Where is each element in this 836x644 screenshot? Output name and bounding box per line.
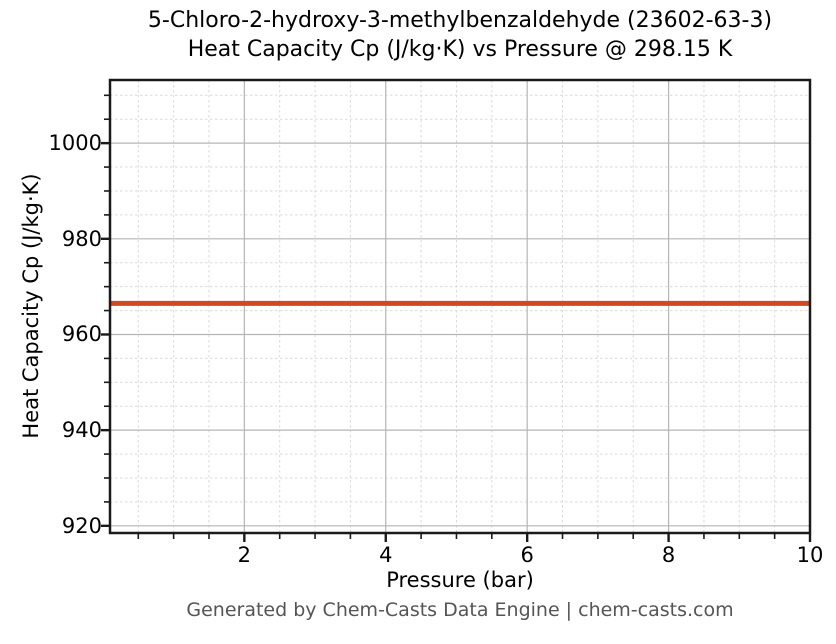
footer-credit: Generated by Chem-Casts Data Engine | ch… (186, 599, 734, 621)
x-tick-label: 2 (237, 543, 252, 567)
y-tick-label: 1000 (48, 131, 102, 156)
y-tick-label: 940 (61, 418, 102, 443)
x-tick-label: 6 (520, 543, 534, 567)
x-axis-label: Pressure (bar) (386, 568, 534, 592)
plot-spines (108, 78, 812, 535)
chart-title-line2: Heat Capacity Cp (J/kg·K) vs Pressure @ … (187, 37, 733, 62)
y-axis-label: Heat Capacity Cp (J/kg·K) (19, 173, 43, 439)
chart-title: 5-Chloro-2-hydroxy-3-methylbenzaldehyde … (110, 6, 810, 64)
y-tick-label: 960 (61, 322, 102, 347)
chart-title-line1: 5-Chloro-2-hydroxy-3-methylbenzaldehyde … (147, 8, 773, 33)
y-tick-label: 980 (61, 226, 102, 251)
x-tick-label: 10 (796, 543, 824, 567)
x-tick-label: 4 (379, 543, 393, 567)
x-tick-label: 8 (661, 543, 676, 567)
y-tick-label: 920 (61, 513, 102, 538)
